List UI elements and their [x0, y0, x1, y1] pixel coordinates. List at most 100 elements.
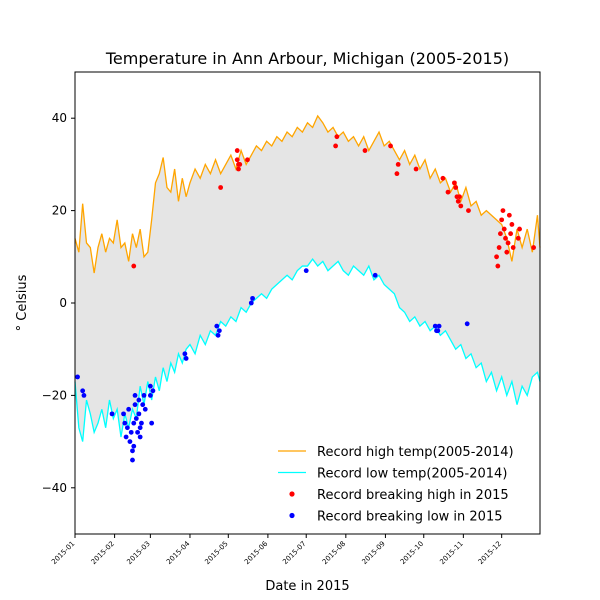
record-breaking-high-point	[508, 231, 514, 237]
record-breaking-high-point	[503, 235, 508, 241]
record-breaking-low-point	[250, 295, 255, 301]
record-breaking-high-point	[394, 171, 400, 177]
record-breaking-low-point	[109, 411, 115, 417]
legend-label: Record breaking low in 2015	[317, 510, 503, 525]
record-breaking-high-point	[455, 198, 461, 204]
record-breaking-low-point	[81, 393, 87, 398]
record-breaking-low-point	[214, 323, 220, 329]
legend-label: Record breaking high in 2015	[317, 488, 509, 503]
record-breaking-high-point	[495, 263, 501, 269]
record-breaking-high-point	[234, 148, 240, 153]
record-breaking-high-point	[388, 143, 393, 149]
record-breaking-high-point	[362, 148, 368, 153]
record-breaking-low-point	[216, 328, 222, 334]
record-breaking-low-point	[123, 434, 129, 440]
record-breaking-low-point	[136, 397, 142, 403]
record-breaking-low-point	[215, 332, 221, 338]
record-breaking-high-point	[334, 134, 340, 140]
record-breaking-low-point	[130, 457, 135, 463]
chart-title: Temperature in Ann Arbour, Michigan (200…	[105, 49, 509, 68]
legend-marker-swatch	[289, 491, 295, 497]
record-breaking-low-point	[131, 443, 137, 449]
y-tick-label: 20	[52, 204, 67, 218]
legend-marker-swatch	[289, 512, 295, 519]
record-breaking-low-point	[149, 420, 155, 426]
record-breaking-low-point	[127, 439, 133, 444]
legend: Record high temp(2005-2014) Record low te…	[278, 445, 514, 525]
record-breaking-high-point	[245, 157, 250, 163]
record-breaking-high-point	[505, 240, 511, 246]
record-breaking-high-point	[131, 263, 137, 269]
record-breaking-high-point	[504, 249, 510, 255]
record-breaking-low-point	[75, 374, 80, 380]
x-axis-title: Date in 2015	[265, 579, 349, 594]
record-breaking-high-point	[453, 185, 459, 190]
record-breaking-high-point	[510, 245, 516, 250]
record-breaking-low-point	[147, 383, 153, 389]
plot-area	[74, 114, 541, 463]
record-breaking-low-point	[140, 402, 146, 408]
record-breaking-low-point	[248, 300, 254, 306]
record-breaking-low-point	[122, 420, 128, 426]
record-breaking-low-point	[136, 411, 142, 417]
record-breaking-low-point	[132, 402, 138, 408]
record-breaking-low-point	[182, 351, 188, 357]
y-tick-label: −20	[42, 388, 67, 402]
y-axis: −40 −20 0 20 40	[42, 111, 75, 495]
record-breaking-high-point	[501, 226, 507, 232]
record-breaking-high-point	[515, 235, 521, 241]
record-breaking-high-point	[458, 203, 464, 209]
y-tick-label: −40	[42, 481, 67, 495]
record-breaking-high-point	[517, 226, 522, 232]
record-breaking-low-point	[137, 434, 143, 440]
record-breaking-high-point	[395, 162, 401, 167]
record-breaking-high-point	[237, 162, 243, 167]
record-breaking-high-point	[531, 245, 537, 250]
legend-label: Record high temp(2005-2014)	[317, 445, 514, 460]
record-breaking-high-point	[413, 166, 419, 172]
record-breaking-low-point	[303, 268, 309, 274]
record-breaking-low-point	[121, 411, 126, 417]
record-breaking-low-point	[132, 393, 138, 398]
record-breaking-high-point	[218, 185, 224, 190]
y-tick-label: 40	[52, 111, 67, 125]
record-breaking-high-point	[236, 166, 241, 172]
record-breaking-low-point	[435, 328, 441, 334]
record-breaking-high-point	[496, 245, 502, 250]
record-breaking-low-point	[150, 388, 156, 394]
record-breaking-low-point	[432, 323, 438, 329]
record-breaking-high-point	[445, 189, 451, 195]
record-breaking-low-point	[80, 388, 86, 394]
record-breaking-high-point	[333, 143, 339, 149]
record-breaking-low-point	[372, 272, 378, 278]
record-breaking-high-point	[494, 254, 499, 260]
record-breaking-high-point	[440, 175, 446, 181]
record-breaking-high-point	[499, 217, 505, 223]
record-breaking-low-point	[139, 420, 144, 426]
record-breaking-low-point	[147, 393, 153, 398]
record-breaking-low-point	[131, 420, 137, 426]
record-breaking-low-point	[142, 406, 148, 412]
record-breaking-high-point	[509, 222, 515, 227]
record-breaking-low-point	[436, 323, 442, 329]
record-breaking-low-point	[133, 416, 139, 421]
record-breaking-low-point	[130, 448, 135, 454]
record-breaking-high-point	[234, 157, 240, 163]
y-tick-label: 0	[59, 296, 67, 310]
record-breaking-low-point	[126, 406, 132, 412]
y-axis-title: ° Celsius	[15, 274, 30, 331]
legend-label: Record low temp(2005-2014)	[317, 467, 507, 482]
record-breaking-high-point	[457, 194, 462, 200]
record-breaking-low-point	[124, 425, 130, 431]
record-breaking-high-point	[466, 208, 471, 214]
record-breaking-low-point	[183, 356, 189, 361]
record-breaking-low-point	[137, 425, 143, 431]
record-breaking-low-point	[141, 393, 147, 398]
record-breaking-high-point	[452, 180, 457, 186]
record-range-band	[75, 115, 540, 442]
record-breaking-high-point	[500, 208, 506, 214]
record-breaking-low-point	[135, 429, 140, 435]
record-breaking-low-point	[128, 429, 134, 435]
record-high-line	[74, 114, 541, 274]
